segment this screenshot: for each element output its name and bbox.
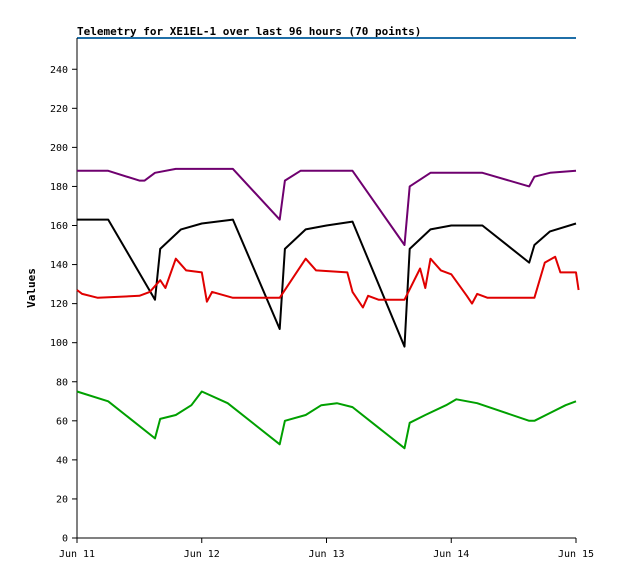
y-tick-label: 80 bbox=[56, 377, 68, 388]
series-line-3 bbox=[76, 255, 580, 309]
y-tick-label: 240 bbox=[50, 65, 68, 76]
x-tick-label: Jun 14 bbox=[433, 549, 469, 560]
y-tick-label: 100 bbox=[50, 338, 68, 349]
y-tick-label: 40 bbox=[56, 455, 68, 466]
y-tick-label: 160 bbox=[50, 221, 68, 232]
y-tick-label: 0 bbox=[62, 534, 68, 545]
y-tick-label: 60 bbox=[56, 416, 68, 427]
series-line-4 bbox=[76, 390, 577, 450]
y-tick-label: 20 bbox=[56, 494, 68, 505]
y-tick-label: 200 bbox=[50, 143, 68, 154]
x-tick-label: Jun 11 bbox=[59, 549, 95, 560]
y-axis-label: Values bbox=[25, 268, 38, 308]
x-tick-label: Jun 13 bbox=[308, 549, 344, 560]
y-tick-label: 120 bbox=[50, 299, 68, 310]
series-line-1 bbox=[77, 167, 577, 246]
y-ticks: 0 20 40 60 80 100 120 140 160 180 200 220 240 bbox=[50, 65, 77, 545]
x-tick-label: Jun 12 bbox=[184, 549, 220, 560]
series-lines bbox=[76, 167, 580, 450]
x-tick-label: Jun 15 bbox=[558, 549, 594, 560]
y-tick-label: 220 bbox=[50, 104, 68, 115]
chart-title: Telemetry for XE1EL-1 over last 96 hours… bbox=[77, 25, 421, 38]
y-tick-label: 140 bbox=[50, 260, 68, 271]
series-line-2 bbox=[77, 218, 577, 348]
y-tick-label: 180 bbox=[50, 182, 68, 193]
x-ticks: Jun 11 Jun 12 Jun 13 Jun 14 Jun 15 bbox=[59, 538, 594, 560]
